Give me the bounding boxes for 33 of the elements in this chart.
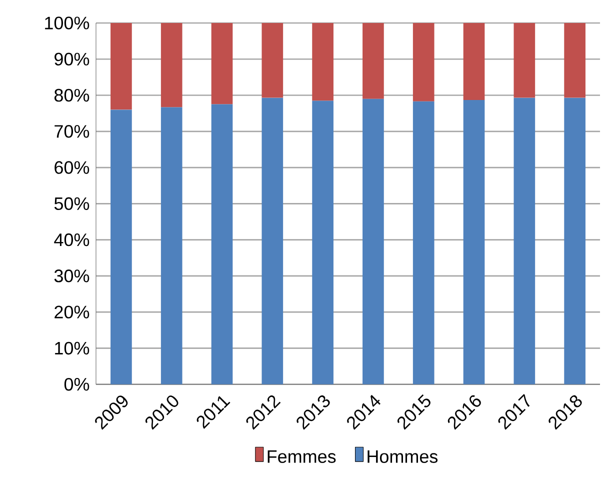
bar bbox=[312, 22, 334, 101]
bar bbox=[110, 22, 132, 110]
bar bbox=[160, 107, 182, 384]
y-tick-label: 30% bbox=[54, 270, 90, 282]
bar bbox=[412, 22, 434, 102]
y-tick-label: 0% bbox=[64, 378, 90, 391]
y-tick-label: 60% bbox=[54, 161, 90, 174]
bar bbox=[211, 104, 233, 384]
bar bbox=[514, 98, 536, 384]
y-tick-label: 90% bbox=[54, 52, 90, 66]
y-tick-label: 10% bbox=[55, 342, 90, 355]
bar bbox=[262, 98, 284, 384]
bar bbox=[160, 22, 182, 108]
bar bbox=[211, 22, 233, 104]
bar bbox=[463, 100, 485, 384]
bar bbox=[463, 22, 485, 100]
bar bbox=[312, 100, 334, 384]
bar bbox=[514, 22, 536, 98]
legend-label: Hommes bbox=[368, 450, 438, 463]
y-tick-label: 40% bbox=[54, 233, 90, 246]
y-tick-label: 20% bbox=[54, 306, 90, 318]
y-tick-label: 100% bbox=[45, 16, 90, 30]
bar bbox=[362, 22, 384, 99]
bar bbox=[564, 98, 586, 384]
y-tick-label: 50% bbox=[54, 197, 90, 210]
bar bbox=[362, 98, 384, 384]
bar bbox=[564, 22, 586, 98]
y-tick-label: 80% bbox=[54, 88, 90, 102]
legend-label: Femmes bbox=[268, 450, 336, 463]
bar bbox=[412, 101, 434, 384]
y-tick-label: 70% bbox=[54, 125, 90, 138]
bar bbox=[262, 22, 284, 98]
bar bbox=[110, 110, 132, 384]
